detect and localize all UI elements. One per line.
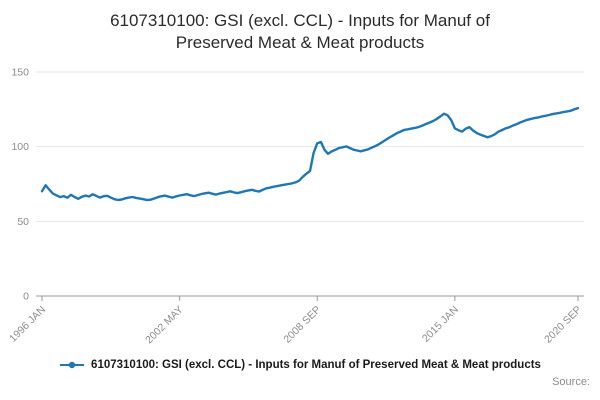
series-line: [40, 107, 580, 202]
x-tick-label: 2008 SEP: [281, 304, 323, 346]
y-tick-label: 0: [23, 291, 29, 303]
plot-svg: 0 50 100 150 1996 JAN 2002 MAY 2008 SEP 2015 JA…: [7, 67, 584, 347]
y-tick-label: 50: [17, 216, 29, 228]
y-tick-label: 150: [11, 67, 29, 79]
x-tick-label: 1996 JAN: [7, 304, 48, 345]
source-label: Source:: [552, 376, 590, 389]
y-tick-label: 100: [11, 141, 29, 153]
x-tick-label: 2002 MAY: [143, 304, 186, 347]
chart-title: 6107310100: GSI (excl. CCL) - Inputs for…: [110, 11, 490, 53]
x-tick-label: 2015 JAN: [420, 304, 461, 345]
legend-label: 6107310100: GSI (excl. CCL) - Inputs for…: [91, 359, 541, 372]
legend: 6107310100: GSI (excl. CCL) - Inputs for…: [0, 356, 600, 374]
x-tick-label: 2020 SEP: [542, 304, 584, 346]
legend-line-marker-icon: [59, 359, 85, 371]
